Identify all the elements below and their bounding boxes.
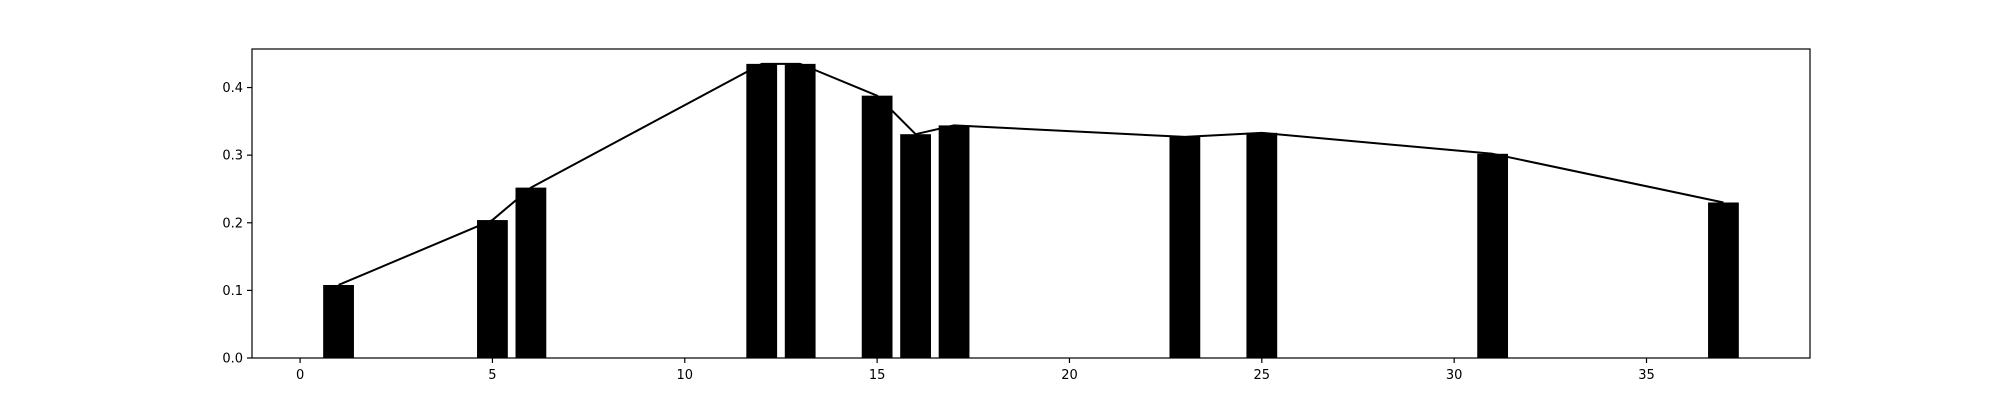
x-tick-label-1: 5: [488, 368, 496, 383]
x-tick-label-0: 0: [296, 368, 304, 383]
x-tick-label-6: 30: [1446, 368, 1463, 383]
bar-1: [477, 220, 508, 358]
bar-6: [900, 134, 931, 358]
bar-0: [323, 284, 354, 358]
bar-8: [1169, 136, 1201, 358]
bar-9: [1246, 132, 1278, 358]
series-line: [338, 62, 1724, 286]
bar-11: [1708, 202, 1739, 358]
x-tick-label-2: 10: [677, 368, 694, 383]
bar-3: [746, 63, 778, 358]
bar-5: [861, 95, 893, 358]
line-layer: [338, 62, 1724, 286]
axes-layer: 0 5 10 15 20 25 30 35 0.0 0.1 0.2 0.3 0.4: [222, 48, 1811, 383]
bar-4: [784, 63, 816, 358]
x-tick-label-7: 35: [1638, 368, 1655, 383]
y-tick-label-4: 0.4: [222, 81, 243, 96]
bar-10: [1477, 153, 1509, 358]
x-tick-label-3: 15: [869, 368, 886, 383]
x-tick-label-5: 25: [1254, 368, 1271, 383]
y-tick-label-3: 0.3: [222, 149, 243, 164]
bar-2: [515, 187, 547, 358]
y-tick-label-2: 0.2: [222, 216, 243, 231]
bar-7: [938, 125, 970, 358]
bars-layer: [323, 63, 1739, 358]
y-tick-label-0: 0.0: [222, 352, 243, 367]
y-tick-label-1: 0.1: [222, 284, 243, 299]
plot-frame: [251, 48, 1811, 359]
x-tick-label-4: 20: [1061, 368, 1078, 383]
